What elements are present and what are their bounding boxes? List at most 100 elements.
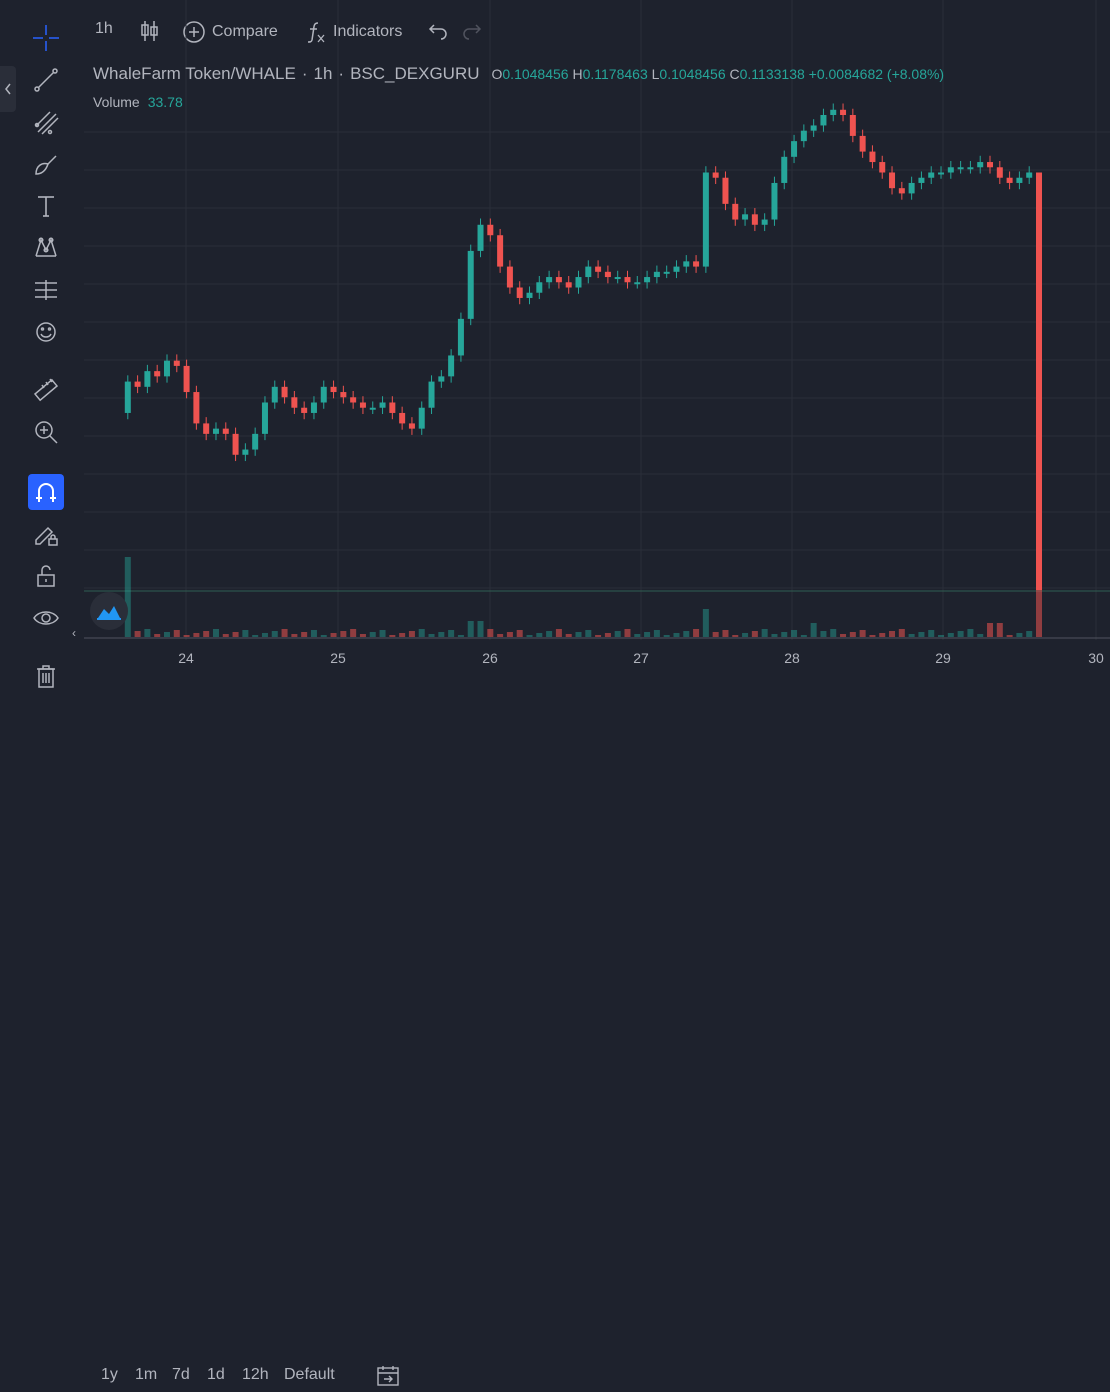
volume-bar xyxy=(585,630,592,637)
text-icon xyxy=(38,196,54,217)
trend-line-tool[interactable] xyxy=(28,62,64,98)
add-circle-icon xyxy=(183,21,205,43)
volume-bar xyxy=(154,634,161,637)
candle xyxy=(144,371,151,387)
candle xyxy=(908,182,915,194)
eye-tool[interactable] xyxy=(28,600,64,636)
chart-type-button[interactable] xyxy=(140,20,160,42)
candle xyxy=(673,266,680,272)
candle xyxy=(320,386,327,403)
volume-bar xyxy=(614,631,621,637)
candle xyxy=(644,277,651,283)
candle xyxy=(830,109,837,115)
volume-bar xyxy=(879,633,886,637)
measure-lines-tool[interactable] xyxy=(28,272,64,308)
volume-legend: Volume 33.78 xyxy=(93,94,183,110)
delete-tool[interactable] xyxy=(28,658,64,694)
volume-bar xyxy=(291,634,298,637)
change-value: +0.0084682 (+8.08%) xyxy=(808,66,945,82)
legend-interval: 1h xyxy=(313,64,333,83)
volume-bar xyxy=(624,629,631,637)
range-7d[interactable]: 7d xyxy=(172,1366,190,1383)
volume-bar xyxy=(379,630,386,637)
candle xyxy=(663,271,670,274)
eye-icon xyxy=(33,611,59,625)
legend-exchange: BSC_DEXGURU xyxy=(350,64,480,83)
volume-bar xyxy=(330,633,337,637)
volume-bar xyxy=(751,631,758,637)
pattern-tool[interactable] xyxy=(28,230,64,266)
candle xyxy=(712,172,719,178)
emoji-tool[interactable] xyxy=(28,314,64,350)
magnet-icon xyxy=(36,483,56,502)
compare-button[interactable]: Compare xyxy=(182,20,278,44)
volume-bar xyxy=(604,633,611,637)
candle xyxy=(947,167,954,173)
range-12h[interactable]: 12h xyxy=(242,1366,269,1383)
range-bar: 1y 1m 7d 1d 12h Default xyxy=(0,680,1110,1386)
collapse-toolbar-button[interactable] xyxy=(0,66,16,112)
candle xyxy=(124,381,131,413)
indicators-button[interactable]: Indicators xyxy=(305,20,402,44)
volume-bar xyxy=(438,632,445,637)
zoom-in-tool[interactable] xyxy=(28,414,64,450)
candle xyxy=(791,141,798,157)
scroll-left-icon[interactable]: ‹ xyxy=(72,626,76,640)
logo[interactable] xyxy=(90,592,128,630)
candle xyxy=(928,172,935,178)
text-tool[interactable] xyxy=(28,188,64,224)
undo-button[interactable] xyxy=(428,22,448,40)
volume-bar xyxy=(212,629,219,637)
volume-bar xyxy=(908,634,915,637)
candle xyxy=(624,277,631,283)
candle xyxy=(702,172,709,267)
close-key: C xyxy=(729,66,740,82)
volume-bar xyxy=(996,623,1003,637)
candle xyxy=(957,167,964,170)
volume-bar xyxy=(252,635,259,637)
volume-bar xyxy=(222,634,229,637)
range-1d[interactable]: 1d xyxy=(207,1366,225,1383)
range-1y[interactable]: 1y xyxy=(101,1366,118,1383)
pitchfork-tool[interactable] xyxy=(28,104,64,140)
volume-bar xyxy=(977,634,984,637)
date-range-button[interactable] xyxy=(376,1365,400,1392)
brush-tool[interactable] xyxy=(28,146,64,182)
candle xyxy=(732,203,739,220)
top-toolbar: 1h Compare Indicators xyxy=(0,0,1110,62)
candle xyxy=(154,371,161,377)
magnet-tool[interactable] xyxy=(28,474,64,510)
chevron-left-icon xyxy=(5,83,11,95)
lock-drawing-tool[interactable] xyxy=(28,516,64,552)
candle xyxy=(879,162,886,173)
volume-bar xyxy=(693,629,700,637)
crosshair-tool[interactable] xyxy=(28,20,64,56)
volume-bar xyxy=(408,631,415,637)
price-chart[interactable] xyxy=(84,0,1110,680)
legend-separator: · xyxy=(338,64,345,83)
unlock-tool[interactable] xyxy=(28,558,64,594)
volume-bar xyxy=(497,634,504,637)
range-default[interactable]: Default xyxy=(284,1366,335,1383)
symbol-name[interactable]: WhaleFarm Token/WHALE xyxy=(93,64,296,83)
interval-button[interactable]: 1h xyxy=(95,20,113,38)
range-1m[interactable]: 1m xyxy=(135,1366,158,1383)
candle xyxy=(761,219,768,225)
volume-bar xyxy=(428,634,435,637)
volume-bar xyxy=(918,632,925,637)
volume-bar xyxy=(1036,497,1042,637)
volume-bar xyxy=(595,635,602,637)
close-value: 0.1133138 xyxy=(739,66,805,82)
volume-bar xyxy=(722,630,729,637)
volume-bar xyxy=(134,631,141,637)
volume-bar xyxy=(526,635,533,637)
volume-bar xyxy=(849,632,856,637)
volume-bar xyxy=(702,609,709,637)
calendar-goto-icon xyxy=(377,1366,399,1386)
volume-bar xyxy=(644,632,651,637)
ruler-tool[interactable] xyxy=(28,372,64,408)
volume-bar xyxy=(1016,633,1023,637)
candle xyxy=(742,214,749,220)
redo-button[interactable] xyxy=(462,22,482,40)
volume-bar xyxy=(859,630,866,637)
